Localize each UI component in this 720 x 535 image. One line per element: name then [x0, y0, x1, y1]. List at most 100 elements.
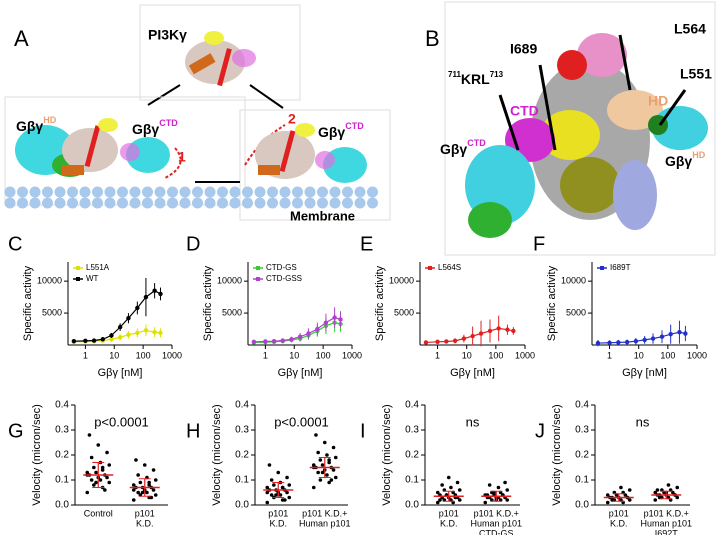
frame — [444, 1, 716, 256]
y-tick-label: 0.4 — [575, 400, 589, 411]
x-tick-label: CTD-GS — [479, 528, 514, 535]
annotation: p<0.0001 — [274, 414, 329, 429]
point — [143, 328, 149, 333]
x-tick-label: 1 — [435, 350, 440, 360]
y-tick-label: 0.0 — [55, 500, 69, 511]
dot — [147, 480, 151, 485]
y-tick-label: 0.3 — [575, 425, 589, 436]
dot — [92, 465, 96, 470]
dot — [327, 480, 331, 485]
annotation: ns — [636, 414, 650, 429]
y-tick-label: 5000 — [394, 307, 414, 317]
x-tick-label: 100 — [660, 350, 675, 360]
x-tick-label: 1000 — [342, 350, 362, 360]
dot — [325, 453, 329, 457]
bead — [292, 197, 303, 209]
dot — [505, 488, 510, 492]
dot — [136, 473, 140, 477]
dot — [142, 463, 147, 467]
bead — [267, 197, 278, 209]
bead — [104, 186, 116, 198]
bead — [229, 186, 241, 198]
dot — [331, 445, 336, 450]
x-tick-label: p101 K.D.+ — [474, 508, 519, 518]
point — [117, 324, 123, 330]
bead — [17, 197, 28, 209]
bead — [54, 186, 66, 198]
dot — [147, 483, 151, 487]
bead — [354, 186, 366, 198]
dot — [145, 490, 149, 495]
dot — [276, 470, 281, 475]
gbg-label: GβγCTD — [318, 121, 364, 139]
bead — [317, 186, 328, 198]
point — [126, 332, 131, 337]
legend-marker — [76, 266, 80, 270]
structure — [607, 90, 663, 130]
legend-label: WT — [86, 274, 99, 283]
bead — [117, 186, 128, 198]
point — [616, 340, 621, 345]
domain-label: CTD — [510, 103, 539, 119]
bead — [279, 186, 291, 198]
dot — [269, 478, 274, 482]
bead — [67, 186, 78, 198]
y-tick-label: 10000 — [389, 276, 414, 286]
dot — [153, 478, 158, 482]
bead — [217, 186, 228, 198]
bead — [167, 197, 178, 209]
panel-letter: F — [533, 233, 545, 255]
bead — [79, 186, 91, 198]
dot — [105, 475, 109, 480]
bead — [142, 186, 153, 198]
point — [152, 288, 157, 293]
dot — [89, 455, 94, 460]
point — [91, 338, 97, 343]
dot — [138, 480, 143, 485]
point — [642, 337, 647, 343]
point — [135, 305, 140, 311]
dot — [333, 455, 338, 460]
bead — [329, 186, 341, 198]
y-tick-label: 0.0 — [575, 500, 589, 511]
dot — [265, 500, 270, 505]
arrow — [249, 84, 284, 109]
point — [478, 331, 484, 336]
dot — [666, 483, 671, 487]
dot — [455, 480, 460, 485]
step-arrow — [244, 124, 286, 166]
dot — [134, 458, 138, 462]
dot — [316, 450, 320, 455]
dot — [675, 485, 680, 490]
structure — [577, 33, 627, 77]
dot — [440, 483, 444, 487]
dot — [627, 498, 632, 502]
dot — [605, 493, 610, 497]
x-tick-label: p101 — [609, 508, 629, 518]
dot — [605, 500, 610, 505]
point — [315, 326, 320, 332]
point — [158, 330, 163, 336]
structure — [560, 157, 620, 213]
bead — [254, 186, 266, 198]
dot — [285, 490, 289, 495]
point — [683, 331, 688, 336]
panel-letter: J — [535, 420, 545, 442]
x-axis-label: Gβγ [nM] — [622, 367, 667, 379]
bead — [129, 186, 141, 198]
dot — [311, 485, 316, 490]
legend-label: L551A — [86, 263, 110, 272]
bead — [167, 186, 178, 198]
dot — [269, 493, 274, 497]
y-tick-label: 0.4 — [235, 400, 249, 411]
dot — [265, 490, 270, 495]
x-tick-label: 100 — [316, 350, 331, 360]
dot — [329, 478, 334, 482]
bead — [192, 197, 203, 209]
bead — [304, 197, 316, 209]
legend-marker — [76, 277, 80, 281]
bead — [29, 186, 41, 198]
x-tick-label: K.D. — [136, 518, 154, 528]
annotation: p<0.0001 — [94, 414, 149, 429]
frame — [239, 109, 391, 221]
